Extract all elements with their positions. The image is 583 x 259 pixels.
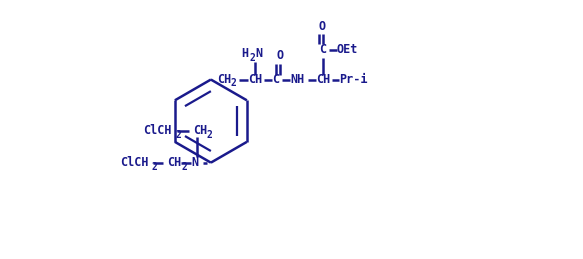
Text: Pr-i: Pr-i — [339, 73, 368, 86]
Text: ClCH: ClCH — [120, 156, 148, 169]
Text: C: C — [319, 43, 326, 56]
Text: N: N — [255, 47, 262, 60]
Text: O: O — [319, 20, 326, 33]
Text: 2: 2 — [175, 130, 181, 140]
Text: CH: CH — [248, 73, 263, 86]
Text: CH: CH — [316, 73, 330, 86]
Text: 2: 2 — [207, 130, 213, 140]
Text: O: O — [276, 49, 283, 62]
Text: NH: NH — [290, 73, 304, 86]
Text: H: H — [241, 47, 249, 60]
Text: 2: 2 — [250, 53, 255, 63]
Text: 2: 2 — [152, 162, 157, 172]
Text: C: C — [272, 73, 279, 86]
Text: 2: 2 — [181, 162, 187, 172]
Text: OEt: OEt — [336, 43, 358, 56]
Text: CH: CH — [193, 125, 208, 138]
Text: ClCH: ClCH — [143, 125, 172, 138]
Text: 2: 2 — [231, 78, 237, 89]
Text: CH: CH — [217, 73, 231, 86]
Text: N: N — [191, 156, 198, 169]
Text: CH: CH — [167, 156, 181, 169]
